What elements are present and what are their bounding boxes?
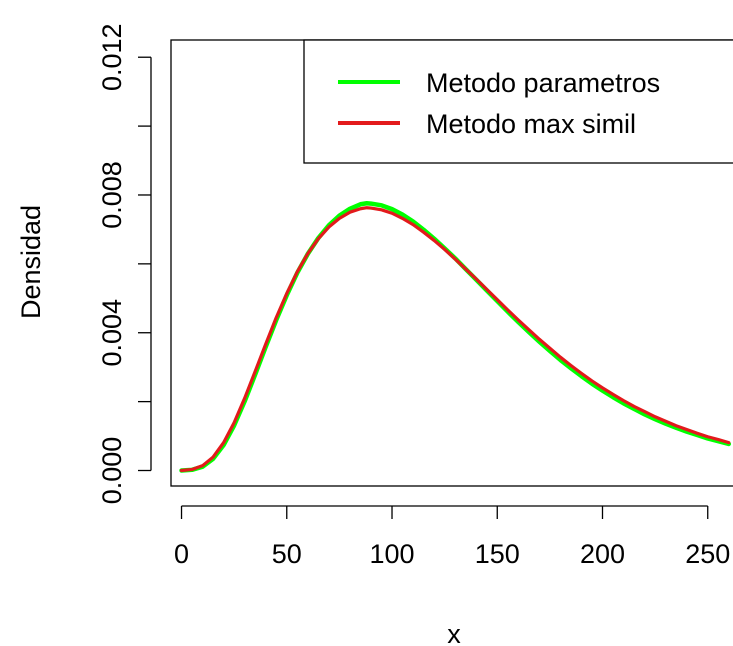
y-axis-title: Densidad <box>16 205 46 319</box>
x-tick-label: 50 <box>272 539 302 569</box>
y-axis: 0.000 0.004 0.008 0.012 <box>97 23 152 505</box>
x-axis: 0 50 100 150 200 250 <box>174 505 730 569</box>
x-axis-title: x <box>447 619 461 646</box>
y-tick-label: 0.008 <box>97 161 127 229</box>
legend-box <box>303 39 733 164</box>
series-layer <box>179 201 732 473</box>
y-tick-label: 0.012 <box>97 23 127 91</box>
x-tick-label: 100 <box>369 539 414 569</box>
legend-label: Metodo max simil <box>426 109 636 139</box>
x-tick-label: 150 <box>475 539 520 569</box>
legend-label: Metodo parametros <box>426 68 660 98</box>
series-line-metodo-max-simil <box>179 206 731 473</box>
series-line-metodo-parametros <box>179 201 732 473</box>
legend: Metodo parametros Metodo max simil <box>303 39 733 164</box>
x-tick-label: 200 <box>580 539 625 569</box>
y-tick-label: 0.000 <box>97 437 127 505</box>
x-tick-label: 0 <box>174 539 189 569</box>
y-tick-label: 0.004 <box>97 299 127 367</box>
x-tick-label: 250 <box>685 539 730 569</box>
